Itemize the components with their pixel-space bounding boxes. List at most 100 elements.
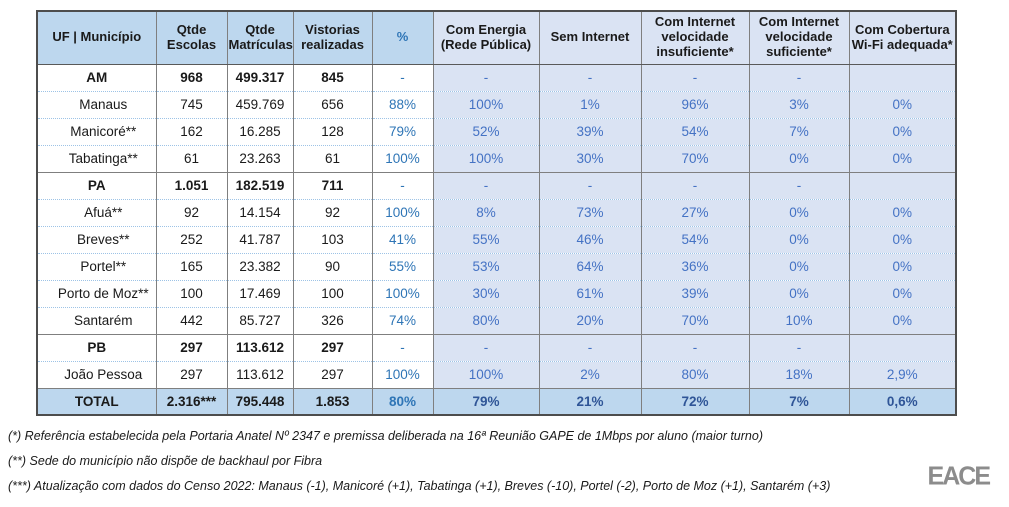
table-cell: Portel** — [36, 252, 157, 280]
table-cell: 795.448 — [226, 387, 294, 415]
table-cell: 23.263 — [226, 144, 294, 172]
table-cell: 14.154 — [226, 198, 294, 226]
table-cell: 459.769 — [226, 90, 294, 118]
table-cell: 54% — [640, 117, 750, 145]
table-cell: AM — [36, 63, 157, 91]
municipality-row: Santarém 442 85.727 326 74% 80% 20% 70% 10% 0% — [36, 306, 957, 334]
table-cell: 100 — [155, 279, 228, 307]
table-cell: 297 — [155, 333, 228, 361]
table-cell: 0% — [748, 225, 850, 253]
table-cell: 70% — [640, 306, 750, 334]
table-cell: Breves** — [36, 225, 157, 253]
table-cell: 0% — [848, 279, 957, 307]
table-cell: 30% — [538, 144, 642, 172]
table-cell: 0% — [748, 252, 850, 280]
table-cell: 128 — [292, 117, 373, 145]
uf-group-row: AM 968 499.317 845- - - - - — [36, 63, 957, 91]
table-cell: 73% — [538, 198, 642, 226]
table-cell: 100% — [371, 360, 434, 388]
municipality-row: Manicoré** 162 16.285 128 79% 52% 39% 54% 7% 0% — [36, 117, 957, 145]
table-cell: - — [371, 63, 434, 91]
table-cell: 36% — [640, 252, 750, 280]
table-cell: TOTAL — [36, 387, 157, 415]
table-cell — [848, 171, 957, 199]
table-cell: 2% — [538, 360, 642, 388]
table-cell: 79% — [371, 117, 434, 145]
table-cell: 72% — [640, 387, 750, 415]
table-cell: - — [538, 63, 642, 91]
column-header: Com Cobertura Wi-Fi adequada* — [848, 11, 957, 65]
table-cell: Afuá** — [36, 198, 157, 226]
table-cell: - — [748, 63, 850, 91]
table-cell: 100% — [371, 198, 434, 226]
table-cell: 0% — [748, 144, 850, 172]
table-cell: 53% — [432, 252, 540, 280]
table-cell: 52% — [432, 117, 540, 145]
uf-group-row: PB 297 113.612 297- - - - - — [36, 333, 957, 361]
table-cell: - — [432, 333, 540, 361]
table-cell: 7% — [748, 387, 850, 415]
table-cell: - — [432, 63, 540, 91]
table-cell: 0% — [848, 198, 957, 226]
municipality-row: Breves** 252 41.787 103 41% 55% 46% 54% 0% 0% — [36, 225, 957, 253]
column-header: Qtde Matrículas — [226, 11, 294, 65]
table-cell: - — [640, 63, 750, 91]
table-cell: 1% — [538, 90, 642, 118]
table-cell: PB — [36, 333, 157, 361]
table-cell: 100 — [292, 279, 373, 307]
table-cell: 711 — [292, 171, 373, 199]
table-cell: 54% — [640, 225, 750, 253]
header-row: UF | Município Qtde Escolas Qtde Matrícula… — [36, 11, 957, 65]
table-cell: 8% — [432, 198, 540, 226]
table-cell: 2.316*** — [155, 387, 228, 415]
table-cell: 103 — [292, 225, 373, 253]
table-cell: 0% — [848, 144, 957, 172]
table-cell: - — [748, 333, 850, 361]
table-cell: - — [371, 333, 434, 361]
table-cell: - — [640, 171, 750, 199]
table-cell: 70% — [640, 144, 750, 172]
column-header: Qtde Escolas — [155, 11, 228, 65]
table-cell: 100% — [432, 90, 540, 118]
school-connectivity-table: UF | Município Qtde Escolas Qtde Matrícula… — [36, 10, 957, 416]
table-cell: Porto de Moz** — [36, 279, 157, 307]
table-cell: 7% — [748, 117, 850, 145]
table-cell: 252 — [155, 225, 228, 253]
footnote-reference-anatel: (*) Referência estabelecida pela Portari… — [8, 429, 763, 443]
table-cell: 39% — [538, 117, 642, 145]
table-cell: 92 — [155, 198, 228, 226]
table-cell: 100% — [371, 144, 434, 172]
column-header: UF | Município — [36, 11, 157, 65]
table-cell: 61% — [538, 279, 642, 307]
table-cell: 1.051 — [155, 171, 228, 199]
municipality-row: João Pessoa 297 113.612 297 100% 100% 2% 80% 18%… — [36, 360, 957, 388]
table-cell: 80% — [640, 360, 750, 388]
footnotes-block: (*) Referência estabelecida pela Portari… — [8, 429, 830, 504]
table-cell: 100% — [432, 360, 540, 388]
table-cell: 61 — [292, 144, 373, 172]
table-cell: 2,9% — [848, 360, 957, 388]
table-cell: 0% — [748, 279, 850, 307]
table-cell: 18% — [748, 360, 850, 388]
table-cell: 88% — [371, 90, 434, 118]
column-header: Vistorias realizadas — [292, 11, 373, 65]
table-cell: 10% — [748, 306, 850, 334]
table-cell: 41.787 — [226, 225, 294, 253]
table-cell: 80% — [371, 387, 434, 415]
table-cell: 0% — [748, 198, 850, 226]
table-cell: 326 — [292, 306, 373, 334]
table-cell: PA — [36, 171, 157, 199]
table-cell: 113.612 — [226, 360, 294, 388]
table-cell: 845 — [292, 63, 373, 91]
table-cell: Manicoré** — [36, 117, 157, 145]
table-cell: 39% — [640, 279, 750, 307]
table-cell: Santarém — [36, 306, 157, 334]
table-cell: 79% — [432, 387, 540, 415]
table-cell: 61 — [155, 144, 228, 172]
table-cell: 0% — [848, 252, 957, 280]
table-cell — [848, 333, 957, 361]
table-cell: Tabatinga** — [36, 144, 157, 172]
table-cell: João Pessoa — [36, 360, 157, 388]
table-cell: 297 — [155, 360, 228, 388]
municipality-row: Tabatinga** 61 23.263 61 100% 100% 30% 70% 0% 0% — [36, 144, 957, 172]
